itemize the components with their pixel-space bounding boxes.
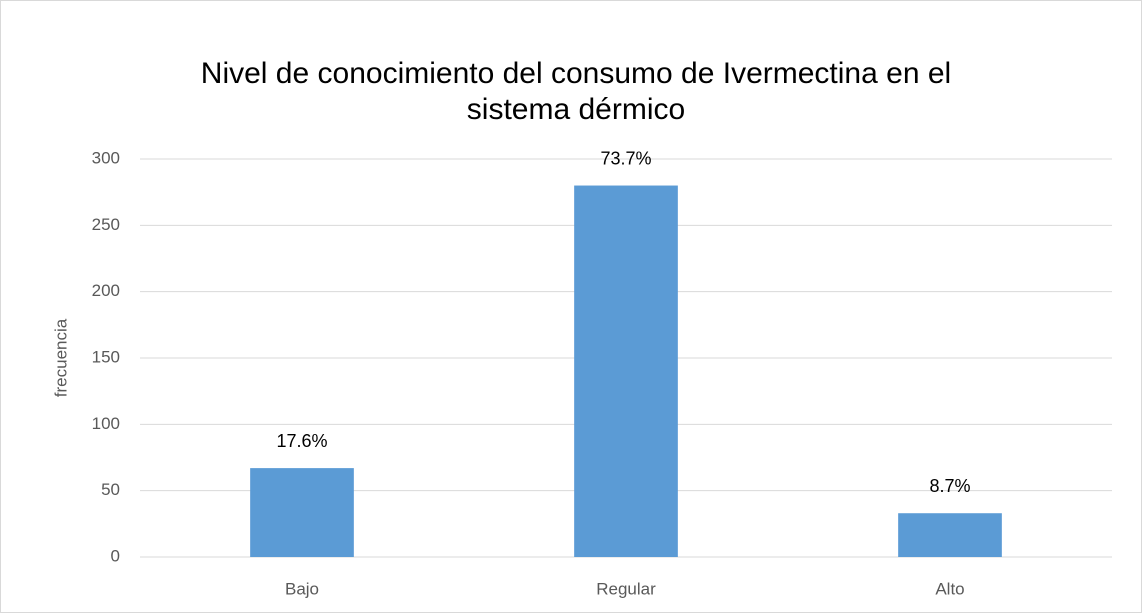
- data-label: 17.6%: [276, 431, 327, 451]
- y-tick-label: 150: [92, 347, 120, 366]
- x-tick-label: Alto: [935, 579, 964, 598]
- x-tick-label: Bajo: [285, 579, 319, 598]
- bar: [898, 513, 1002, 557]
- y-tick-label: 200: [92, 281, 120, 300]
- data-label: 8.7%: [929, 476, 970, 496]
- y-tick-label: 300: [92, 148, 120, 167]
- data-label: 73.7%: [600, 148, 651, 168]
- x-tick-label: Regular: [596, 579, 656, 598]
- bar: [574, 185, 678, 558]
- y-tick-label: 250: [92, 215, 120, 234]
- chart-title: sistema dérmico: [467, 93, 685, 126]
- y-tick-label: 50: [101, 480, 120, 499]
- bar: [250, 468, 354, 557]
- chart-title: Nivel de conocimiento del consumo de Ive…: [201, 57, 951, 90]
- y-tick-label: 0: [111, 546, 120, 565]
- y-tick-label: 100: [92, 414, 120, 433]
- y-axis-label: frecuencia: [51, 318, 70, 397]
